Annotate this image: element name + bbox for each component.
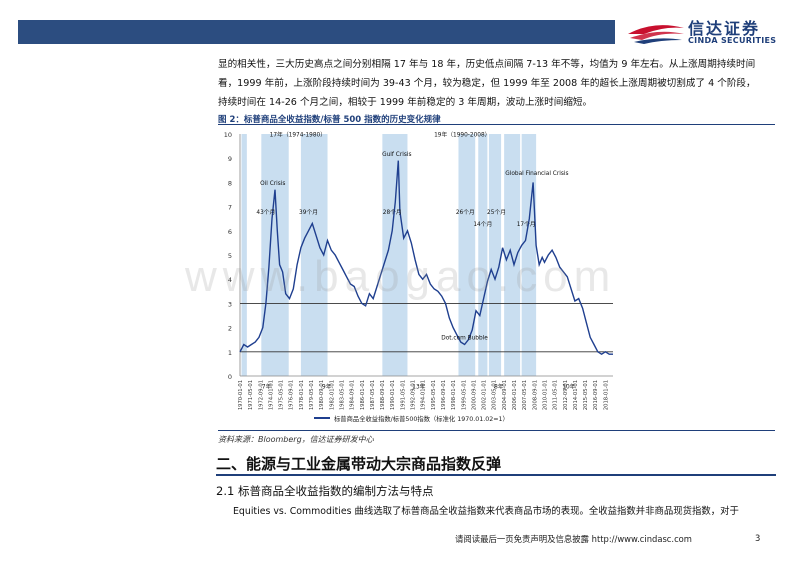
series-line-0 <box>239 160 613 356</box>
annotation-6: 43个月 <box>256 209 275 216</box>
x-tick-label-22: 1999-05-01 <box>461 380 467 410</box>
section-rule <box>216 474 776 476</box>
x-tick-label-15: 1990-01-01 <box>390 380 396 410</box>
x-tick-label-24: 2002-01-01 <box>482 380 488 410</box>
x-tick-label-31: 2011-05-01 <box>553 380 559 410</box>
y-tick-label-7: 7 <box>228 204 232 212</box>
x-tick-label-30: 2010-01-01 <box>543 380 549 410</box>
x-tick-label-33: 2014-01-01 <box>573 380 579 410</box>
x-tick-label-19: 1995-05-01 <box>431 380 437 410</box>
page-number: 3 <box>755 533 761 543</box>
x-tick-label-16: 1991-05-01 <box>400 380 406 410</box>
x-tick-label-26: 2004-09-01 <box>502 380 508 410</box>
y-tick-label-4: 4 <box>228 276 232 284</box>
figure-title: 图 2：标普商品全收益指数/标普 500 指数的历史变化规律 <box>218 115 441 125</box>
x-tick-label-12: 1986-01-01 <box>360 380 366 410</box>
y-tick-label-3: 3 <box>228 300 232 308</box>
annotation-15: 13年 <box>412 383 425 391</box>
x-tick-label-2: 1972-09-01 <box>258 380 264 410</box>
cinda-logo-icon <box>628 25 684 44</box>
figure-source: 资料来源：Bloomberg，信达证券研发中心 <box>218 435 374 444</box>
logo-text-en: CINDA SECURITIES <box>688 36 777 45</box>
annotation-2: Global Financial Crisis <box>505 171 568 177</box>
ratio-line-chart: 0 1 2 3 4 5 6 7 8 9 10 1970-01-01 1971-05-01 1972-09-… <box>224 130 613 423</box>
x-tick-label-21: 1998-01-01 <box>451 380 457 410</box>
y-tick-label-8: 8 <box>228 179 232 187</box>
footer-disclaimer: 请阅读最后一页免责声明及信息披露 http://www.cindasc.com <box>455 534 692 544</box>
x-tick-label-36: 2018-01-01 <box>603 380 609 410</box>
x-tick-label-1: 1971-05-01 <box>248 380 254 410</box>
logo-text-cn: 信达证券 <box>688 19 761 38</box>
annotation-16: 8年 <box>494 383 504 391</box>
x-tick-label-0: 1970-01-01 <box>238 380 244 410</box>
x-tick-label-27: 2006-01-01 <box>512 380 518 410</box>
shaded-period-6 <box>488 134 502 376</box>
x-tick-label-29: 2008-09-01 <box>532 380 538 410</box>
y-tick-label-6: 6 <box>228 228 232 236</box>
y-tick-label-9: 9 <box>228 155 232 163</box>
x-tick-label-7: 1979-05-01 <box>309 380 315 410</box>
annotation-1: Gulf Crisis <box>382 152 411 158</box>
x-tick-label-3: 1974-01-01 <box>268 380 274 410</box>
x-tick-label-35: 2016-09-01 <box>593 380 599 410</box>
x-tick-label-17: 1992-09-01 <box>411 380 417 410</box>
y-tick-label-1: 1 <box>228 349 232 357</box>
annotation-4: 17年（1974-1980） <box>270 130 326 138</box>
x-tick-label-8: 1980-09-01 <box>319 380 325 410</box>
watermark: www.baogao.com <box>185 252 617 301</box>
y-tick-label-10: 10 <box>224 131 232 139</box>
section-heading: 二、能源与工业金属带动大宗商品指数反弹 <box>216 455 502 473</box>
x-tick-label-34: 2015-05-01 <box>583 380 589 410</box>
subsection-heading: 2.1 标普商品全收益指数的编制方法与特点 <box>216 484 434 498</box>
annotation-3: Dot.com Bubble <box>441 336 488 342</box>
x-tick-label-10: 1983-05-01 <box>340 380 346 410</box>
x-tick-label-4: 1975-05-01 <box>279 380 285 410</box>
annotation-10: 14个月 <box>473 221 492 228</box>
header-bar <box>18 20 615 44</box>
intro-line-3: 持续时间在 14-26 个月之间，相较于 1999 年前稳定的 3 年周期，波动… <box>218 97 593 108</box>
x-tick-label-25: 2003-05-01 <box>492 380 498 410</box>
x-tick-label-23: 2000-09-01 <box>471 380 477 410</box>
y-tick-label-2: 2 <box>228 325 232 333</box>
x-tick-label-5: 1976-09-01 <box>289 380 295 410</box>
x-tick-label-6: 1978-01-01 <box>299 380 305 410</box>
annotation-14: 9年 <box>322 383 332 391</box>
y-tick-label-0: 0 <box>228 373 232 381</box>
annotation-7: 39个月 <box>299 209 318 216</box>
x-tick-label-14: 1988-09-01 <box>380 380 386 410</box>
intro-line-1: 显的相关性，三大历史高点之间分别相隔 17 年与 18 年，历史低点间隔 7-1… <box>218 59 756 70</box>
annotation-5: 19年（1990-2008） <box>434 130 490 138</box>
x-tick-label-13: 1987-05-01 <box>370 380 376 410</box>
annotation-13: 7年 <box>262 383 272 391</box>
x-tick-label-9: 1982-01-01 <box>329 380 335 410</box>
legend-label: 标普商品全收益指数/标普500指数（标准化 1970.01.02=1） <box>334 414 509 423</box>
annotation-8: 28个月 <box>383 209 402 216</box>
shaded-period-4 <box>458 134 476 376</box>
x-tick-label-28: 2007-05-01 <box>522 380 528 410</box>
annotation-12: 17个月 <box>517 221 536 228</box>
x-tick-label-11: 1984-09-01 <box>350 380 356 410</box>
annotation-17: 10年 <box>562 383 575 391</box>
x-tick-label-32: 2012-09-01 <box>563 380 569 410</box>
x-tick-label-20: 1996-09-01 <box>441 380 447 410</box>
shaded-period-0 <box>241 134 247 376</box>
shaded-period-1 <box>261 134 289 376</box>
annotation-11: 25个月 <box>487 209 506 216</box>
y-tick-label-5: 5 <box>228 252 232 260</box>
x-tick-label-18: 1994-01-01 <box>421 380 427 410</box>
intro-line-2: 看，1999 年前，上涨阶段持续时间为 39-43 个月，较为稳定，但 1999… <box>218 78 756 89</box>
figure-bottom-rule <box>218 430 775 431</box>
shaded-period-5 <box>478 134 488 376</box>
annotation-0: Oil Crisis <box>260 181 285 187</box>
annotation-9: 26个月 <box>456 209 475 216</box>
section-body: Equities vs. Commodities 曲线选取了标普商品全收益指数来… <box>233 506 739 517</box>
figure-top-rule <box>218 124 775 125</box>
